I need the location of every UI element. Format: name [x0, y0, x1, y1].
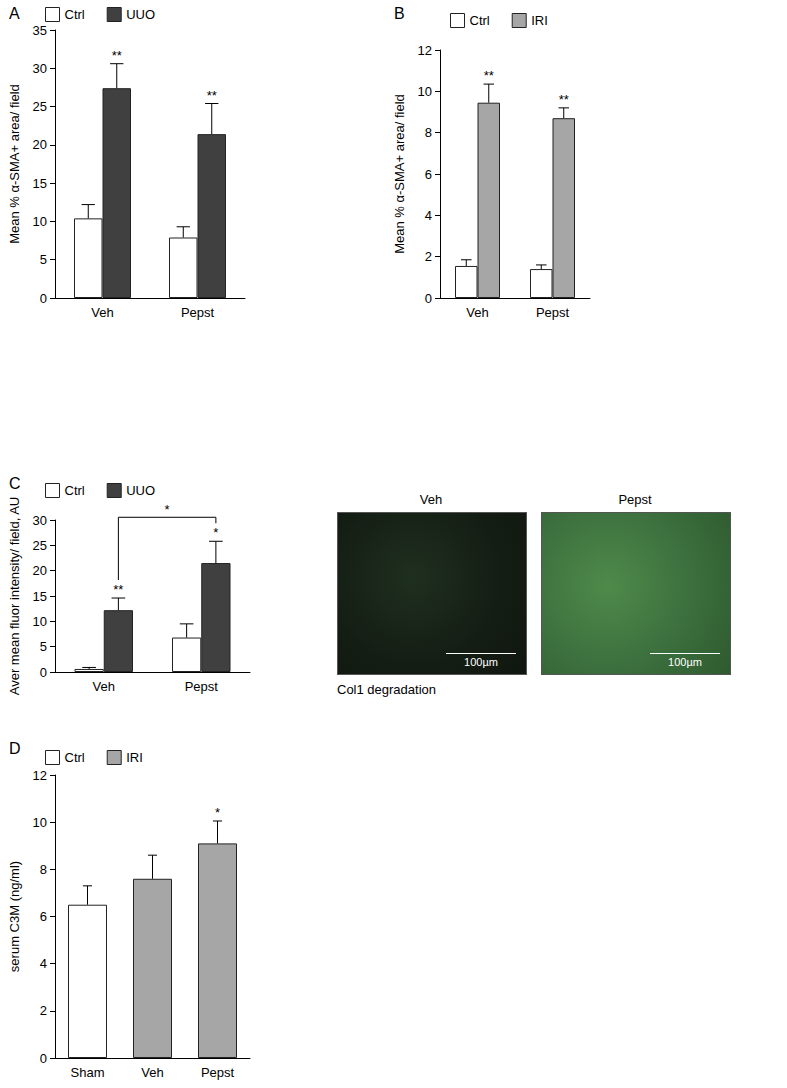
svg-text:C: C [9, 475, 21, 492]
svg-text:Veh: Veh [91, 305, 113, 320]
svg-text:4: 4 [40, 956, 47, 971]
html-text:Veh: Veh [419, 492, 443, 507]
svg-text:serum C3M (ng/ml): serum C3M (ng/ml) [7, 861, 22, 972]
svg-text:B: B [394, 5, 405, 22]
svg-text:Ctrl: Ctrl [65, 750, 85, 765]
svg-text:A: A [9, 5, 20, 22]
svg-text:0: 0 [40, 665, 47, 680]
svg-text:IRI: IRI [126, 750, 143, 765]
svg-text:5: 5 [40, 252, 47, 267]
svg-text:Pepst: Pepst [201, 1065, 235, 1080]
svg-text:Ctrl: Ctrl [65, 7, 85, 22]
svg-text:15: 15 [33, 589, 47, 604]
svg-text:Pepst: Pepst [536, 305, 570, 320]
svg-text:**: ** [207, 88, 217, 103]
svg-text:0: 0 [425, 291, 432, 306]
svg-text:5: 5 [40, 639, 47, 654]
svg-text:IRI: IRI [531, 13, 548, 28]
svg-text:*: * [215, 805, 220, 820]
svg-text:Aver mean fluor intensity/ fie: Aver mean fluor intensity/ field, AU [7, 497, 22, 695]
svg-text:*: * [213, 525, 218, 540]
svg-text:**: ** [484, 68, 494, 83]
svg-text:Sham: Sham [71, 1065, 105, 1080]
svg-text:Veh: Veh [93, 679, 115, 694]
svg-text:15: 15 [33, 176, 47, 191]
svg-text:20: 20 [33, 137, 47, 152]
svg-text:25: 25 [33, 99, 47, 114]
svg-text:D: D [9, 740, 21, 757]
svg-text:6: 6 [40, 909, 47, 924]
svg-text:10: 10 [418, 84, 432, 99]
svg-text:Mean % α-SMA+ area/ field: Mean % α-SMA+ area/ field [392, 94, 407, 254]
svg-text:8: 8 [40, 862, 47, 877]
svg-text:Ctrl: Ctrl [470, 13, 490, 28]
svg-text:2: 2 [425, 249, 432, 264]
html-text:100µm: 100µm [464, 656, 498, 668]
svg-text:30: 30 [33, 61, 47, 76]
svg-text:**: ** [112, 48, 122, 63]
svg-text:4: 4 [425, 208, 432, 223]
svg-text:Ctrl: Ctrl [65, 483, 85, 498]
svg-text:30: 30 [33, 513, 47, 528]
svg-text:0: 0 [40, 291, 47, 306]
svg-text:20: 20 [33, 563, 47, 578]
svg-text:2: 2 [40, 1003, 47, 1018]
svg-text:Pepst: Pepst [185, 679, 219, 694]
svg-text:**: ** [113, 582, 123, 597]
svg-text:Veh: Veh [466, 305, 488, 320]
html-text:Col1 degradation: Col1 degradation [337, 682, 436, 697]
html-text:100µm: 100µm [668, 656, 702, 668]
svg-text:35: 35 [33, 23, 47, 38]
svg-text:**: ** [559, 92, 569, 107]
svg-text:10: 10 [33, 614, 47, 629]
svg-text:10: 10 [33, 815, 47, 830]
svg-text:Mean % α-SMA+ area/ field: Mean % α-SMA+ area/ field [7, 84, 22, 244]
svg-text:Pepst: Pepst [181, 305, 215, 320]
html-text:Pepst: Pepst [618, 492, 652, 507]
svg-text:8: 8 [425, 125, 432, 140]
svg-text:12: 12 [33, 768, 47, 783]
svg-text:12: 12 [418, 43, 432, 58]
svg-text:UUO: UUO [126, 7, 155, 22]
svg-text:Veh: Veh [141, 1065, 163, 1080]
svg-text:10: 10 [33, 214, 47, 229]
svg-text:*: * [165, 502, 170, 517]
svg-text:UUO: UUO [126, 483, 155, 498]
svg-text:25: 25 [33, 538, 47, 553]
svg-text:6: 6 [425, 167, 432, 182]
svg-text:0: 0 [40, 1051, 47, 1066]
